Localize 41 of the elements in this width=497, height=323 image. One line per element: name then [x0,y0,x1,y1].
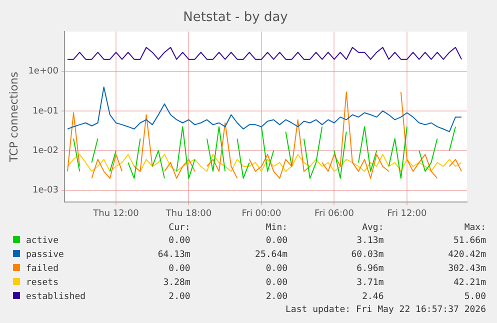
x-tick-label: Thu 18:00 [164,208,212,219]
legend-label: resets [25,277,60,290]
text: 6.96m [356,263,384,276]
x-tick-label: Fri 00:00 [242,208,282,219]
text: Cur: [168,222,190,234]
text: 5.00 [463,291,486,304]
y-tick-label: 1e+00 [28,66,59,77]
text: Max: [463,222,486,234]
text: 0.00 [168,235,190,248]
text: 3.71m [356,277,384,290]
y-axis-title: TCP connections [7,72,20,164]
text: 0.00 [168,263,190,276]
text: 42.21m [452,277,486,290]
legend-label: active [25,235,60,248]
text: 302.43m [447,263,486,276]
legend-label: passive [25,249,65,262]
text: Last update: Fri May 22 16:57:37 2026 [284,304,486,316]
text: 2.00 [168,291,190,304]
text: 60.03m [350,249,384,262]
text: 0.00 [264,263,288,276]
y-tick-label: 1e-03 [32,186,58,196]
x-tick-label: Fri 12:00 [387,208,428,219]
text: 51.66m [452,235,486,248]
text: 420.42m [447,249,486,262]
x-tick-label: Thu 12:00 [92,208,140,219]
text: 64.13m [156,249,190,262]
text: 3.13m [356,235,384,248]
legend-label: established [25,291,87,304]
text: Min: [264,222,288,234]
text: 0.00 [264,235,288,248]
y-tick-label: 1e-02 [32,146,58,156]
chart-title: Netstat - by day [183,10,288,26]
text: 2.00 [264,291,288,304]
legend-label: failed [25,263,60,276]
x-tick-label: Fri 06:00 [314,208,354,219]
text: 0.00 [264,277,288,290]
text: 2.46 [361,291,384,304]
text: 3.28m [162,277,190,290]
y-tick-label: 1e-01 [32,106,58,116]
text: Avg: [361,222,384,234]
text: 25.64m [254,249,288,262]
